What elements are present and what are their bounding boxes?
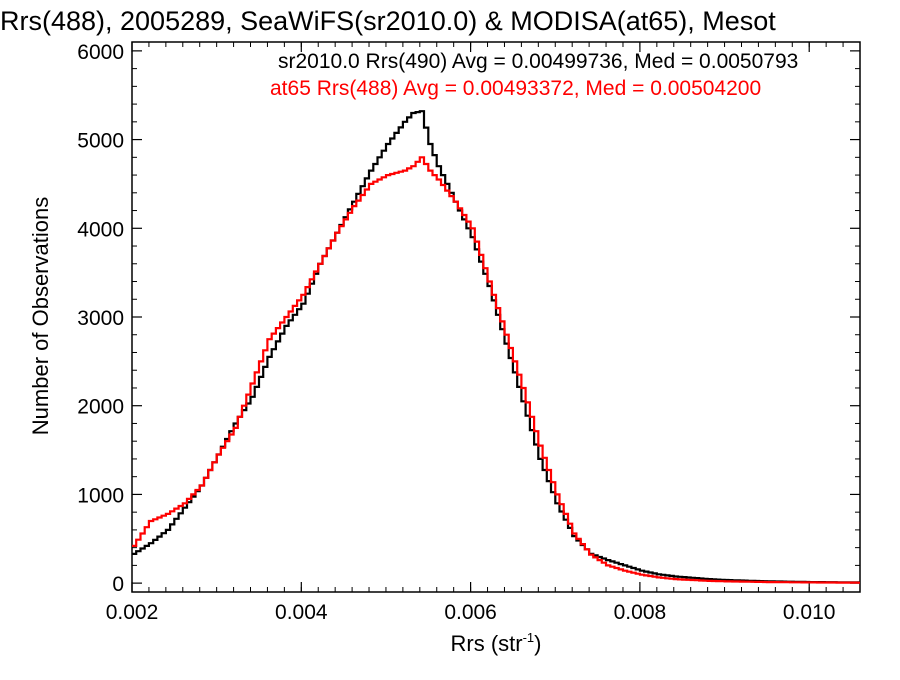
x-tick-label: 0.010 — [783, 601, 836, 624]
x-tick-label: 0.004 — [275, 601, 328, 624]
x-axis-label: Rrs (str-1) — [451, 630, 542, 656]
series-line-sr2010 — [132, 110, 860, 584]
y-axis: 0 1000 2000 3000 4000 5000 6000 — [77, 41, 860, 596]
series-line-at65 — [132, 156, 860, 584]
legend-entry-black: sr2010.0 Rrs(490) Avg = 0.00499736, Med … — [278, 50, 798, 73]
series-lines — [132, 110, 860, 584]
x-axis: 0.002 0.004 0.006 0.008 0.010 — [106, 42, 861, 624]
y-tick-label: 4000 — [77, 218, 124, 241]
chart-title: Rrs(488), 2005289, SeaWiFS(sr2010.0) & M… — [0, 6, 776, 36]
y-axis-label: Number of Observations — [28, 197, 53, 435]
y-tick-label: 1000 — [77, 484, 124, 507]
y-tick-label: 5000 — [77, 130, 124, 153]
x-tick-label: 0.002 — [106, 601, 159, 624]
y-tick-label: 0 — [112, 573, 124, 596]
x-tick-label: 0.008 — [614, 601, 667, 624]
y-tick-label: 2000 — [77, 396, 124, 419]
y-tick-label: 6000 — [77, 41, 124, 64]
x-tick-label: 0.006 — [444, 601, 497, 624]
legend-entry-red: at65 Rrs(488) Avg = 0.00493372, Med = 0.… — [270, 77, 761, 100]
y-tick-label: 3000 — [77, 307, 124, 330]
